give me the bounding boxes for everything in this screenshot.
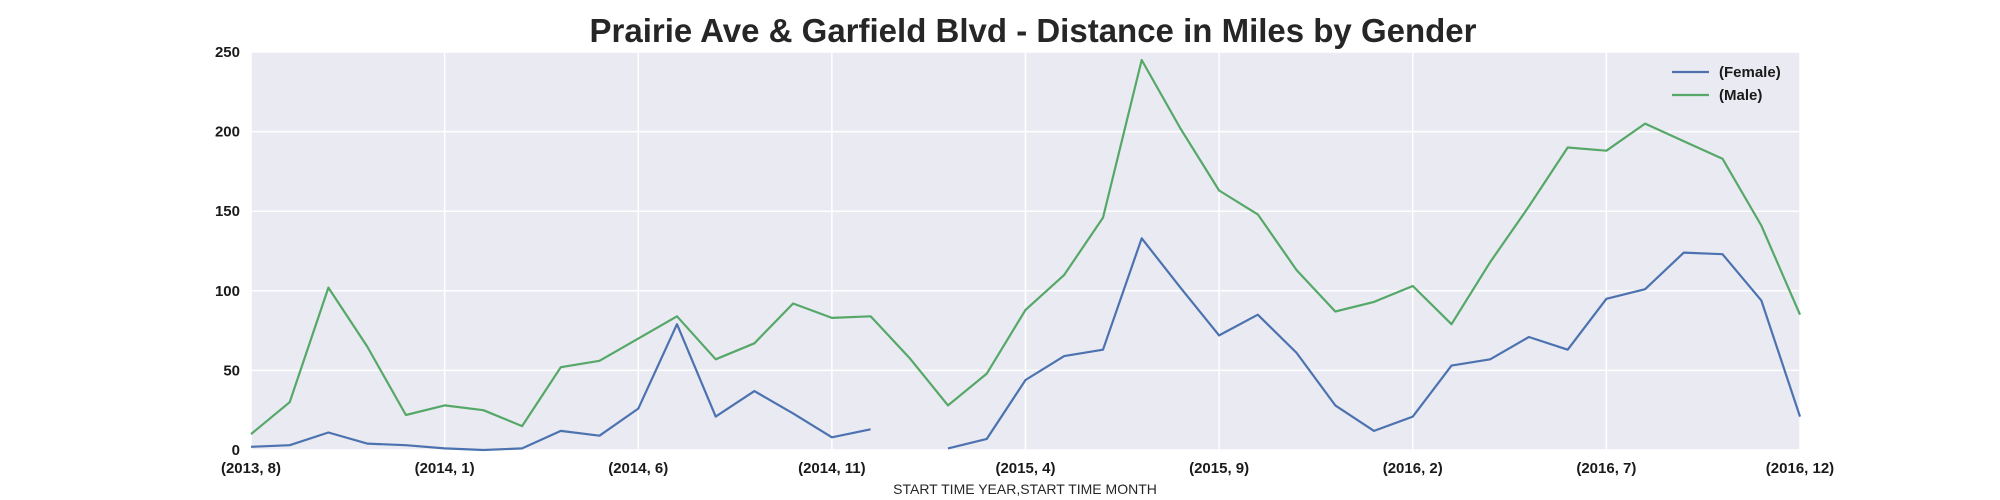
y-tick-label: 50 xyxy=(223,362,240,379)
tick-labels: (2013, 8) (2014, 1) (2014, 6) (2014, 11) (20… xyxy=(215,44,1834,477)
x-tick-label: (2015, 4) xyxy=(995,460,1055,477)
x-axis-label: START TIME YEAR,START TIME MONTH xyxy=(893,481,1157,497)
x-tick-label: (2015, 9) xyxy=(1189,460,1249,477)
series-line-female xyxy=(250,237,1802,452)
x-tick-label: (2016, 12) xyxy=(1766,460,1834,477)
x-tick-label: (2014, 11) xyxy=(798,460,866,477)
grid-lines xyxy=(250,51,1801,451)
series-lines xyxy=(250,58,1802,452)
y-tick-label: 250 xyxy=(215,44,240,61)
chart-title: Prairie Ave & Garfield Blvd - Distance i… xyxy=(589,12,1476,49)
y-tick-label: 200 xyxy=(215,124,240,141)
legend-label: (Male) xyxy=(1719,87,1762,104)
series-line-male xyxy=(250,58,1802,435)
x-tick-label: (2016, 7) xyxy=(1576,460,1636,477)
x-tick-label: (2014, 6) xyxy=(608,460,668,477)
y-tick-label: 0 xyxy=(232,442,240,459)
legend: (Female) (Male) xyxy=(1672,64,1781,104)
legend-label: (Female) xyxy=(1719,64,1781,81)
x-tick-label: (2013, 8) xyxy=(221,460,281,477)
x-tick-label: (2014, 1) xyxy=(415,460,475,477)
x-tick-label: (2016, 2) xyxy=(1383,460,1443,477)
y-tick-label: 100 xyxy=(215,283,240,300)
y-tick-label: 150 xyxy=(215,203,240,220)
